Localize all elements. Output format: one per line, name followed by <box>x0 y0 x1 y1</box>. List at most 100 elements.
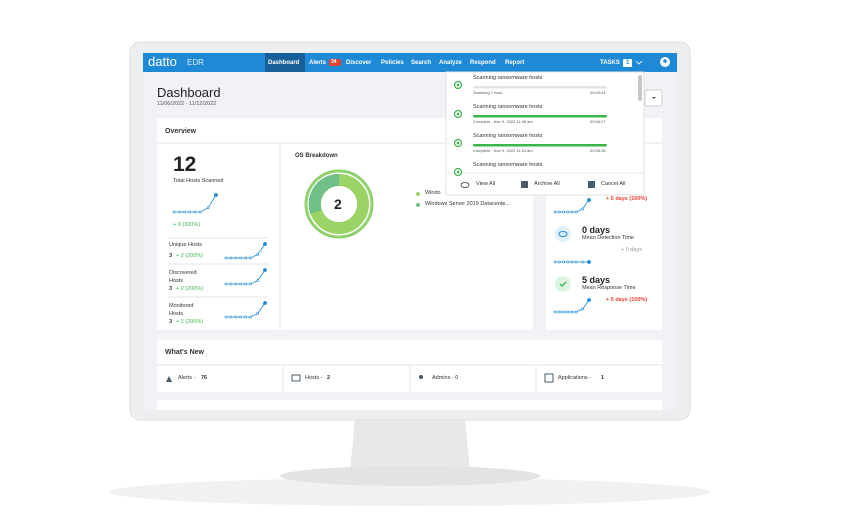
feed-label: Applications - <box>558 375 593 381</box>
task-icon <box>453 109 463 119</box>
task-time: 00:06:27 <box>590 119 606 124</box>
spark-dot <box>256 253 260 256</box>
spark-dot <box>177 210 181 214</box>
task-icon <box>453 80 463 90</box>
metric-change: + 5 days (100%) <box>606 196 648 202</box>
spark-dot <box>263 268 267 272</box>
spark-dot <box>206 206 210 210</box>
spark-dot <box>234 256 238 260</box>
spark-dot <box>229 282 233 286</box>
nav-item[interactable]: Respond <box>470 60 496 66</box>
spark-dot <box>229 315 233 319</box>
alerts-badge <box>329 59 341 66</box>
legend-dot <box>416 203 420 207</box>
progress-fill <box>473 115 607 118</box>
spark-dot <box>188 210 192 214</box>
tasks-dropdown <box>445 71 645 196</box>
task-icon-dot <box>456 83 460 87</box>
nav-active <box>265 53 305 72</box>
task-action[interactable]: Archive All <box>534 181 560 187</box>
spark-dot <box>566 260 570 264</box>
archive-icon <box>521 181 528 188</box>
stat-value: 3 <box>169 253 173 259</box>
host-icon <box>291 374 301 382</box>
task-icon-dot <box>456 170 460 174</box>
bell-icon <box>166 376 172 382</box>
spark-dot <box>198 210 202 214</box>
stand-base <box>280 466 540 486</box>
detection-icon <box>555 226 571 242</box>
page-title: Dashboard <box>157 85 221 100</box>
decor <box>172 80 607 319</box>
app-icon <box>544 373 554 383</box>
task-action[interactable]: View All <box>476 181 496 187</box>
spark-dot <box>581 307 585 311</box>
section-title: OS Breakdown <box>295 153 338 159</box>
feed-label: Hosts - <box>305 375 324 381</box>
shadow <box>110 478 710 506</box>
check <box>559 281 567 287</box>
nav-item[interactable]: Search <box>411 60 432 66</box>
nav-item[interactable]: Policies <box>381 60 404 66</box>
spark-dot <box>248 282 252 286</box>
task-status: Complete - Nov 9, 2022 11:48 am <box>473 119 533 124</box>
user-head <box>663 59 667 63</box>
spark-dot <box>244 282 247 286</box>
task-time: 00:06:38 <box>590 148 606 153</box>
spark-dot <box>587 260 591 264</box>
nav-item[interactable]: Report <box>505 60 525 66</box>
task-time: 00:00:44 <box>590 90 606 95</box>
stat-label: Unique Hosts <box>169 242 203 248</box>
scrollbar <box>638 75 642 101</box>
nav-item[interactable]: Analyze <box>439 60 462 66</box>
response-icon <box>555 276 571 292</box>
navbar <box>143 53 677 72</box>
legend-entry: Windo <box>425 190 441 196</box>
task-action[interactable]: Cancel All <box>601 181 626 187</box>
task-status: Complete - Nov 9, 2022 11:24 am <box>473 148 533 153</box>
brand: datto <box>148 54 177 69</box>
stat-label: Monitored Hosts <box>169 303 194 317</box>
spark-dot <box>570 260 574 264</box>
spark-dot <box>553 310 557 314</box>
spark-dot <box>570 210 574 214</box>
spark-dot <box>248 256 252 260</box>
metric-label: Mean Detection Time <box>582 235 634 241</box>
spark-dot <box>214 193 218 197</box>
os-count: 2 <box>334 196 342 212</box>
spark-dot <box>256 312 260 315</box>
metric-label: Mean Response Time <box>582 285 636 291</box>
view-icon <box>460 182 470 188</box>
chevron <box>652 97 656 99</box>
feed-label: Alerts - <box>178 375 197 381</box>
nav-item[interactable]: Alerts <box>309 60 327 66</box>
spark-dot <box>574 310 578 314</box>
nav-item[interactable]: Discover <box>346 60 372 66</box>
spark-dot <box>244 315 247 319</box>
spark-dot <box>193 210 197 214</box>
legend-dot <box>416 192 420 196</box>
donut-slice <box>308 173 340 214</box>
spark-dot <box>574 260 578 264</box>
spark-dot <box>263 301 267 305</box>
spark-dot <box>566 310 570 314</box>
spark-dot <box>553 210 557 214</box>
card-title: What's New <box>165 349 205 356</box>
spark-dot <box>229 256 233 260</box>
card-title: Overview <box>165 128 197 135</box>
dropdown-panel <box>445 71 645 196</box>
stat-value: 3 <box>169 286 173 292</box>
feed-label: Admins - 0 <box>432 375 459 381</box>
task-icon <box>453 138 463 148</box>
spark-dot <box>234 282 238 286</box>
nav-item[interactable]: Dashboard <box>268 60 300 66</box>
spark-dot <box>557 210 561 214</box>
spark-dot <box>574 210 578 214</box>
stat-value: 3 <box>169 319 173 325</box>
task-title: Scanning ransomware hosts <box>473 75 543 81</box>
spark-dot <box>224 256 228 260</box>
tasks-button[interactable]: TASKS <box>600 60 620 66</box>
stat-change: + 2 (200%) <box>176 253 204 259</box>
spark-dot <box>239 256 243 260</box>
